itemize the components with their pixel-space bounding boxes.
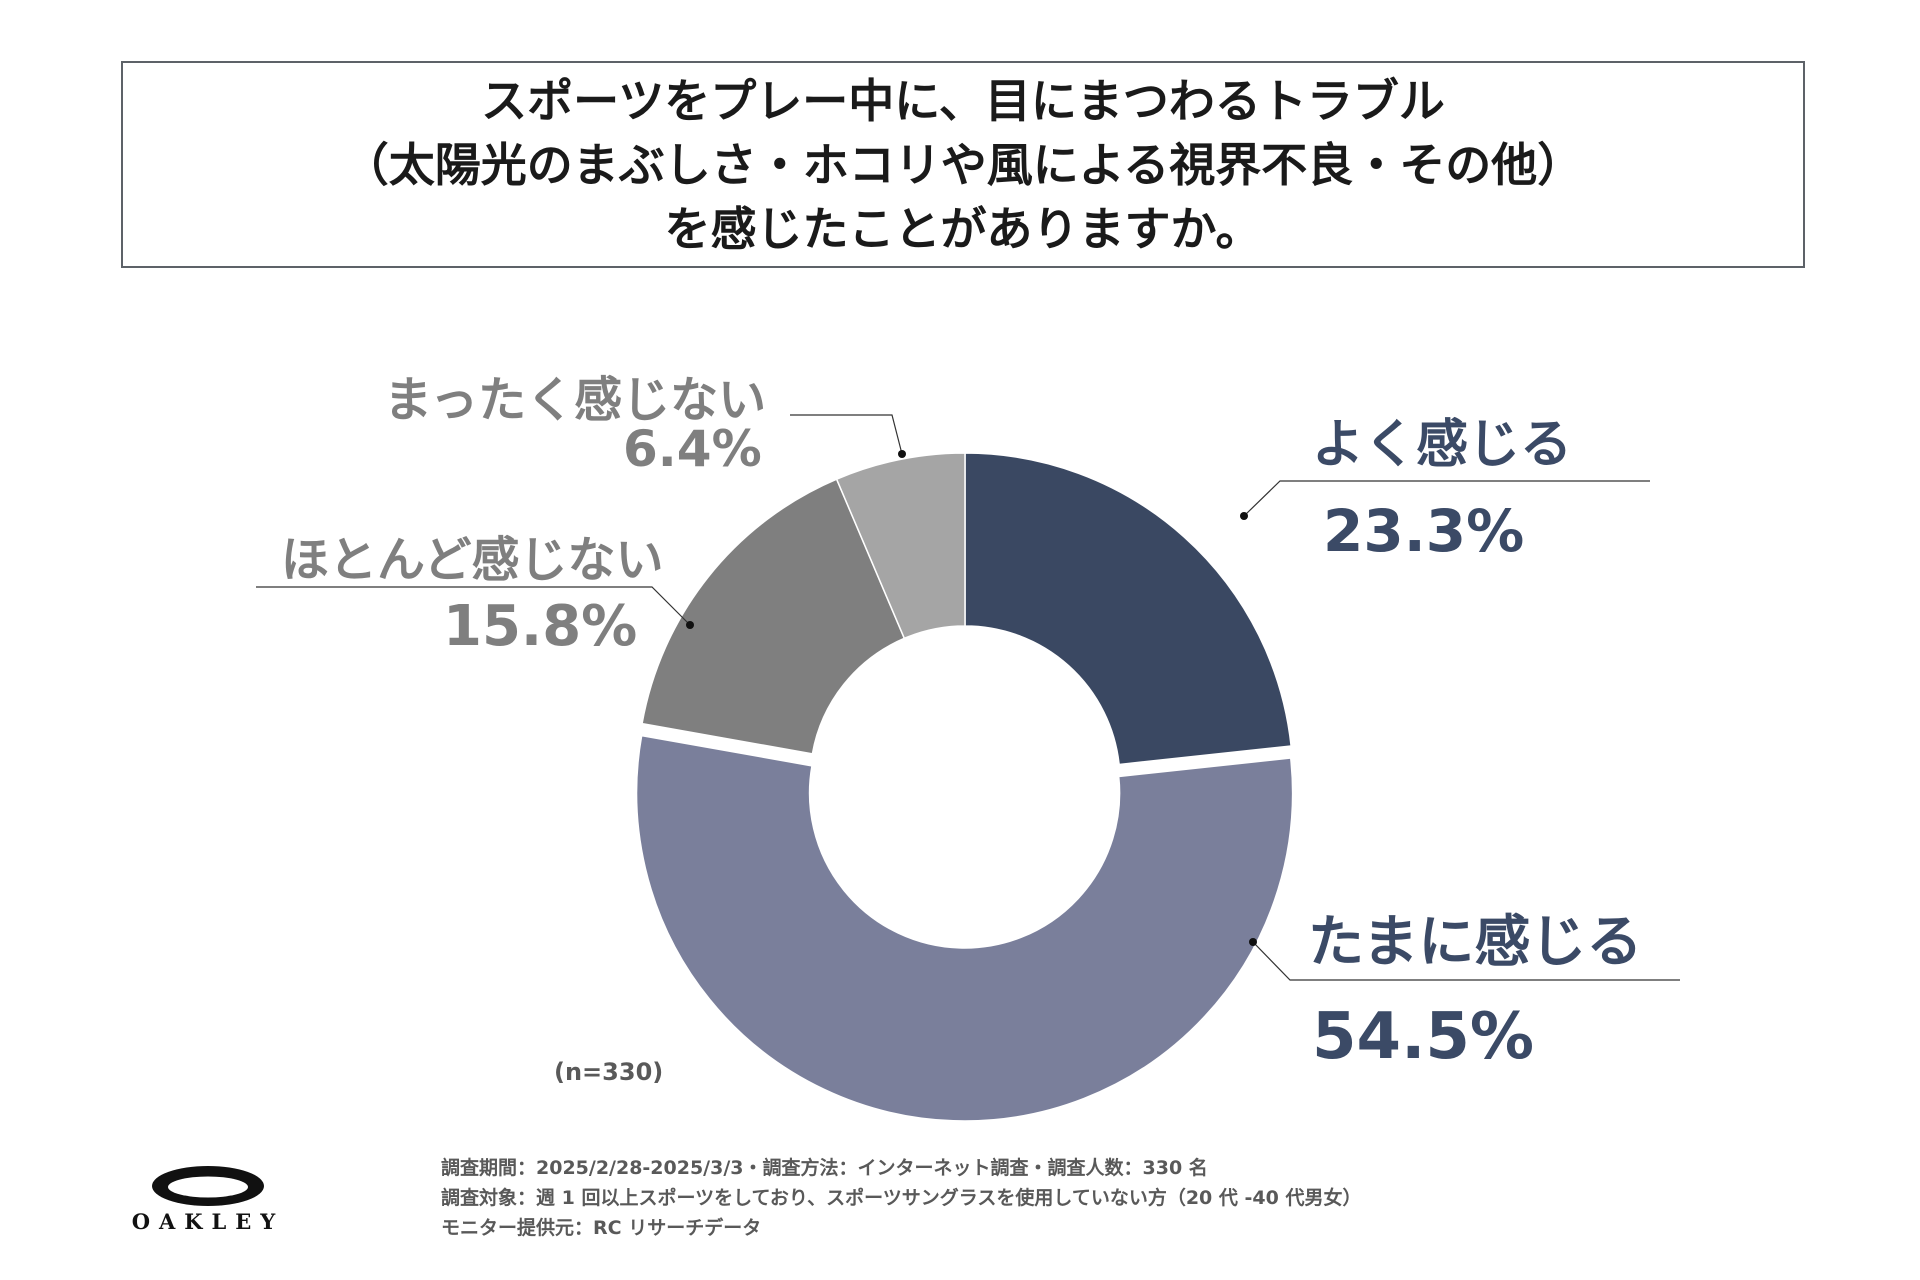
title-line-1: スポーツをプレー中に、目にまつわるトラブル (481, 73, 1445, 128)
label-never: まったく感じない (384, 372, 767, 428)
label-sometimes: たまに感じる (1308, 910, 1643, 975)
oakley-ellipse-logo-icon (152, 1166, 264, 1206)
leader-sometimes (1252, 941, 1680, 981)
leader-rarely-dot (686, 621, 694, 629)
footer-provider: モニター提供元：RC リサーチデータ (441, 1217, 762, 1239)
slice-rarely (641, 478, 906, 755)
slice-sometimes (635, 734, 1294, 1122)
leader-never-dot (898, 450, 906, 458)
value-often: 23.3% (1323, 497, 1525, 565)
leader-sometimes-dot (1249, 938, 1257, 946)
title-box: スポーツをプレー中に、目にまつわるトラブル （太陽光のまぶしさ・ホコリや風による… (121, 61, 1805, 268)
label-rarely: ほとんど感じない (281, 532, 664, 588)
oakley-logo: OAKLEY (117, 1163, 299, 1235)
sample-size: (n=330) (554, 1058, 664, 1086)
logo-wordmark: OAKLEY (131, 1209, 285, 1234)
slice-never (835, 452, 966, 640)
value-rarely: 15.8% (443, 594, 638, 659)
slice-often (964, 452, 1292, 766)
survey-footer: 調査期間：2025/2/28-2025/3/3・調査方法：インターネット調査・調… (441, 1153, 1361, 1243)
label-often: よく感じる (1312, 415, 1573, 475)
value-never: 6.4% (623, 420, 762, 478)
title-line-2: （太陽光のまぶしさ・ホコリや風による視界不良・その他） (342, 137, 1584, 192)
leader-never (790, 414, 903, 455)
leader-often (1243, 480, 1650, 517)
footer-period: 調査期間：2025/2/28-2025/3/3・調査方法：インターネット調査・調… (441, 1157, 1208, 1179)
value-sometimes: 54.5% (1312, 1000, 1535, 1074)
title-line-3: を感じたことがありますか。 (664, 201, 1262, 256)
leader-often-dot (1240, 512, 1248, 520)
leader-rarely (256, 586, 691, 626)
footer-target: 調査対象：週 1 回以上スポーツをしており、スポーツサングラスを使用していない方… (441, 1187, 1362, 1209)
